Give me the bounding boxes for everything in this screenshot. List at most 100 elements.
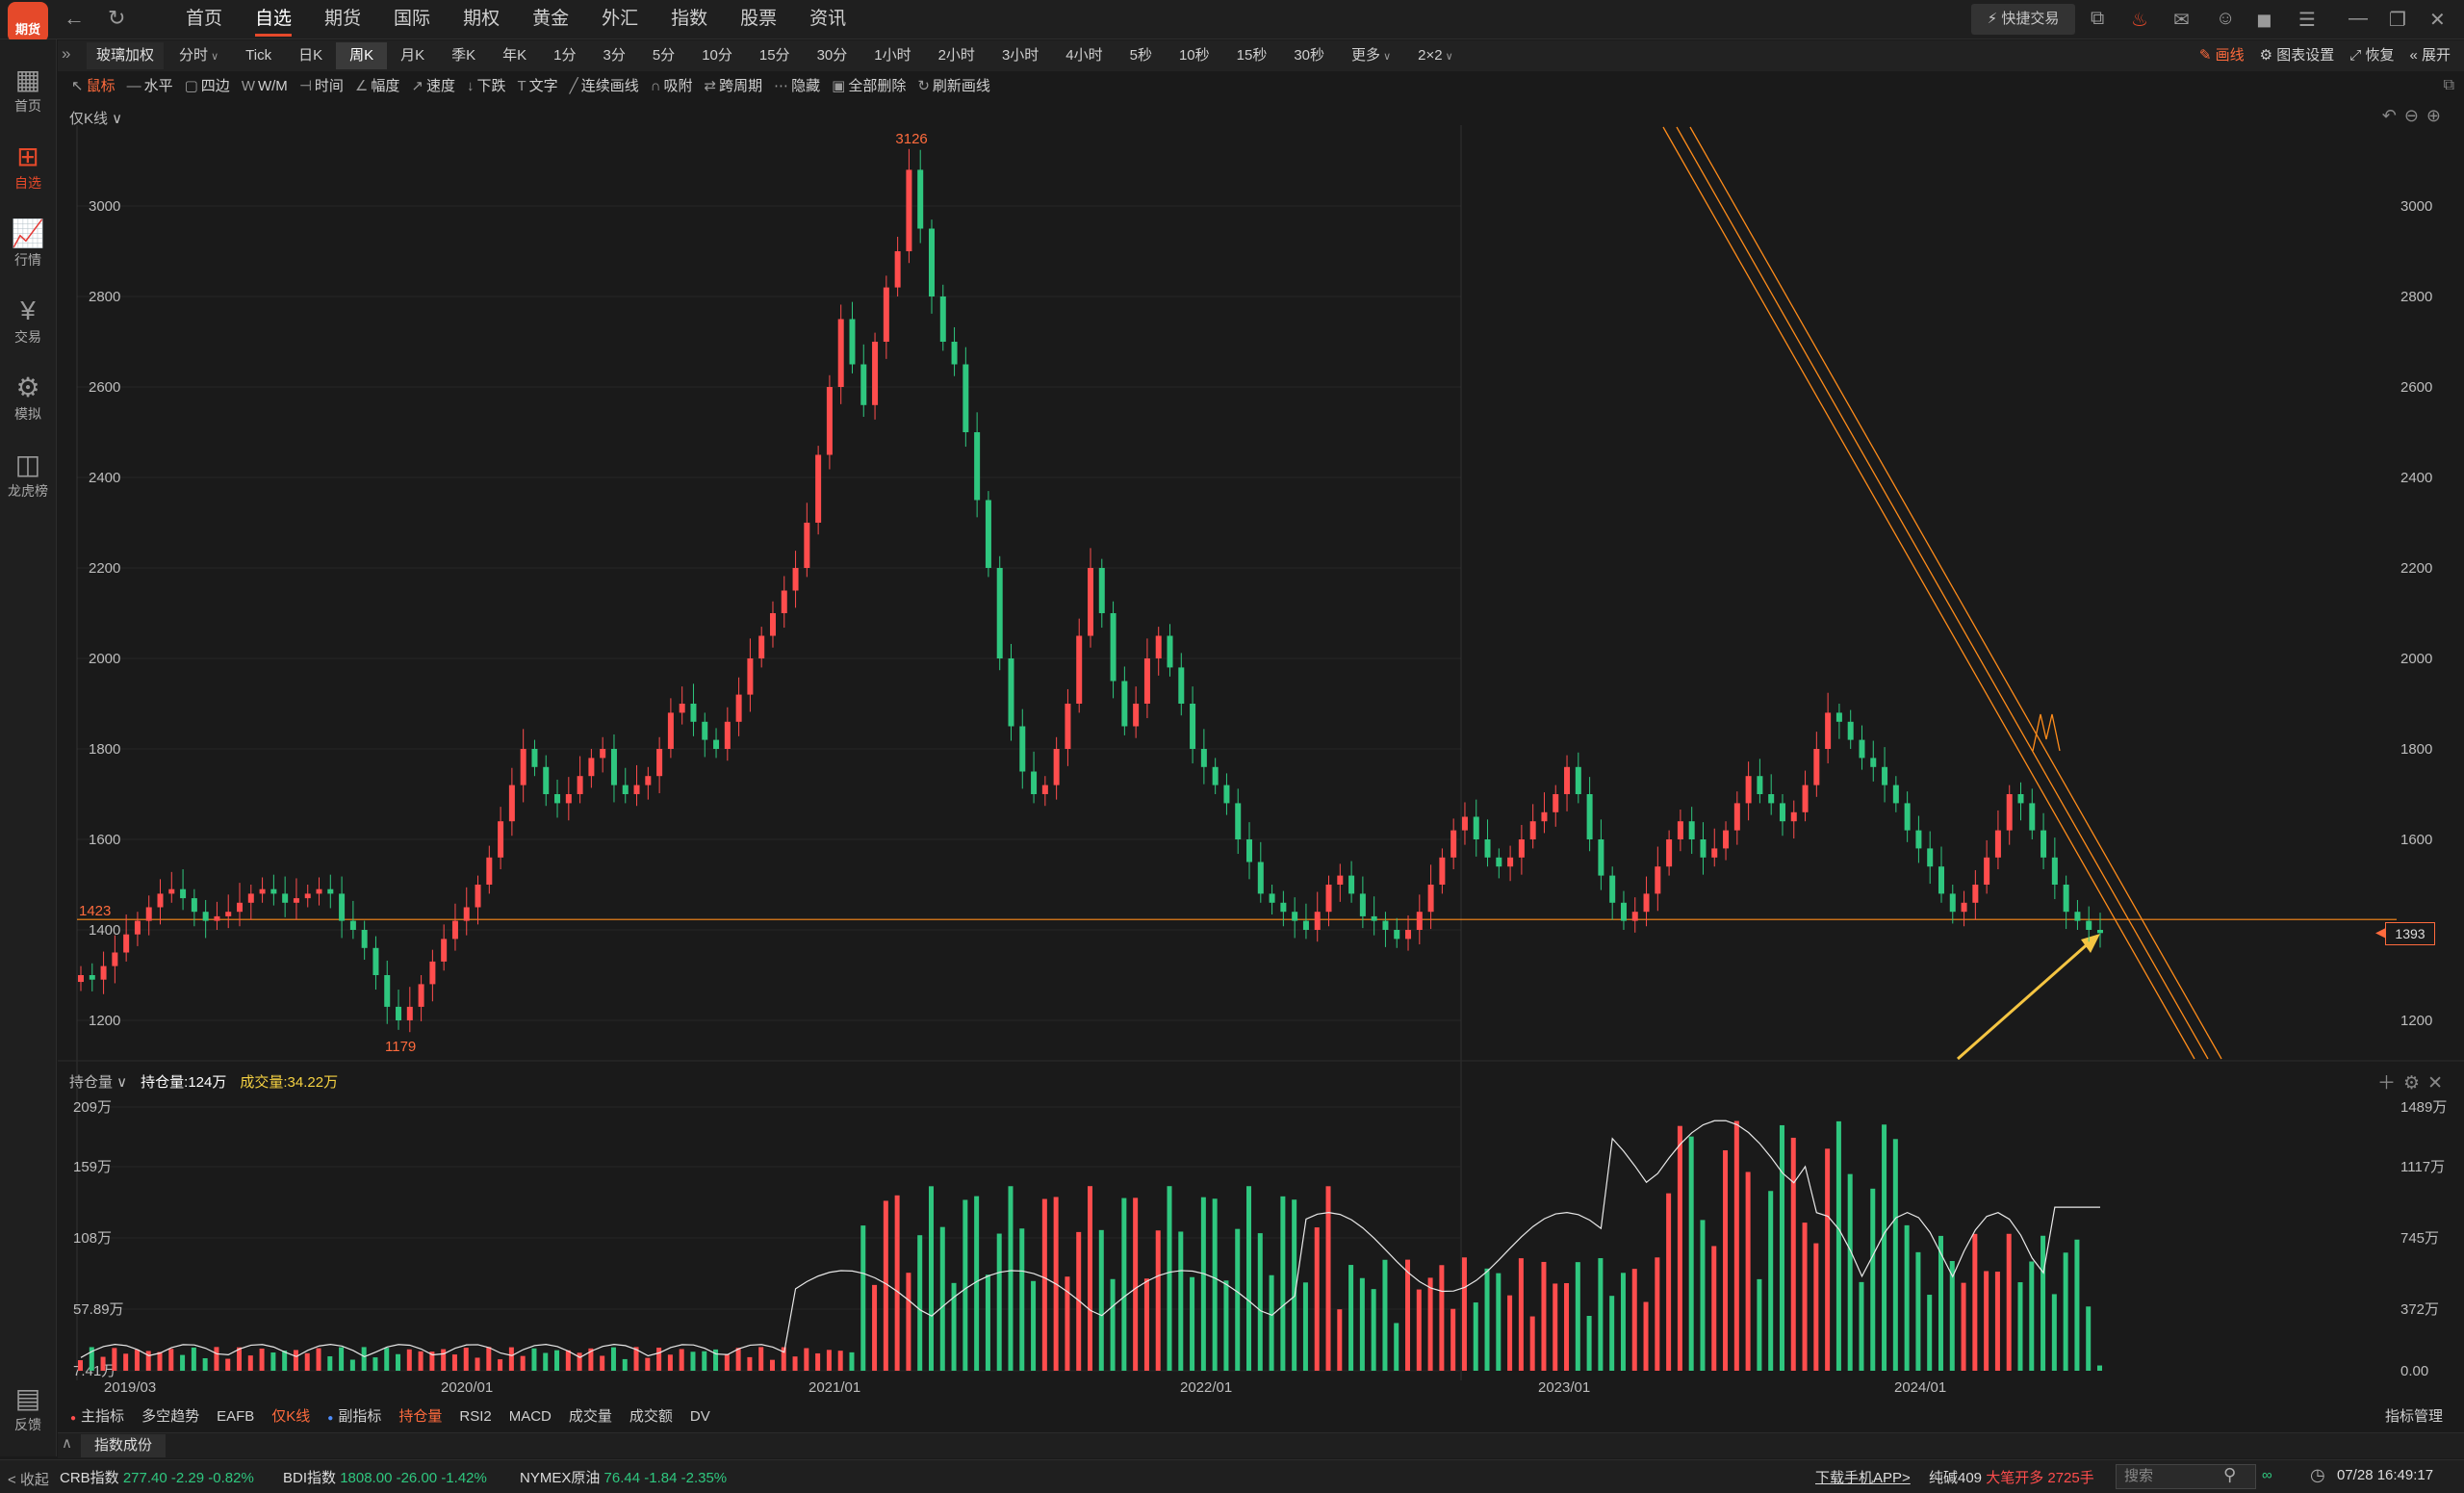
draw-tool-1[interactable]: — 水平 (121, 74, 179, 99)
search-input[interactable]: 搜索 (2116, 1464, 2256, 1489)
volume-mode-select[interactable]: 持仓量 ∨ (69, 1074, 128, 1091)
sidebar-item-home[interactable]: ▦ 首页 (0, 64, 56, 116)
indicator-manage-button[interactable]: 指标管理 (2384, 1408, 2443, 1425)
restore-icon[interactable]: ❐ (2389, 10, 2406, 31)
app-logo[interactable]: 期货 (8, 2, 48, 42)
draw-tool-2[interactable]: ▢ 四边 (179, 74, 236, 99)
indicator-tab-2[interactable]: EAFB (208, 1405, 263, 1429)
chart-canvas[interactable]: 3000 3000 2800 2800 2600 2600 2400 2400 2200 2200… (58, 102, 2464, 1403)
draw-tool-5[interactable]: ∠ 幅度 (349, 74, 405, 99)
collapse-button[interactable]: < 收起 (8, 1472, 49, 1488)
restore-button[interactable]: ⤢ 恢复 (2349, 47, 2395, 64)
refresh-icon[interactable]: ↻ (108, 6, 126, 30)
period-tab-15[interactable]: 3小时 (1001, 47, 1040, 64)
indicator-tab-5[interactable]: 持仓量 (390, 1405, 450, 1429)
draw-tool-7[interactable]: ↓ 下跌 (461, 74, 512, 99)
period-tab-13[interactable]: 1小时 (874, 47, 911, 64)
indicator-tab-3[interactable]: 仅K线 (263, 1405, 319, 1429)
close-icon[interactable]: ✕ (2429, 10, 2446, 31)
period-tab-14[interactable]: 2小时 (937, 47, 975, 64)
period-tab-0[interactable]: 分时 (166, 42, 232, 69)
period-tab-12[interactable]: 30分 (816, 47, 848, 64)
draw-line-button[interactable]: ✎ 画线 (2198, 47, 2245, 64)
nav-item-2[interactable]: 期货 (324, 9, 362, 29)
sidebar-item-feedback[interactable]: ▤ 反馈 (0, 1382, 56, 1434)
chart-settings-button[interactable]: ⚙ 图表设置 (2259, 47, 2335, 64)
k-mode-select[interactable]: 仅K线 ∨ (69, 111, 123, 127)
draw-tool-10[interactable]: ∩ 吸附 (645, 74, 699, 99)
draw-tool-4[interactable]: ⊣ 时间 (294, 74, 349, 99)
draw-tool-13[interactable]: ▣ 全部删除 (826, 74, 911, 99)
zoom-out-icon[interactable]: ⊖ (2403, 106, 2426, 125)
nav-item-5[interactable]: 黄金 (532, 9, 570, 29)
period-tab-5[interactable]: 季K (451, 47, 476, 64)
period-tab-10[interactable]: 10分 (702, 47, 732, 64)
period-tab-19[interactable]: 15秒 (1236, 47, 1268, 64)
indicator-tab-4[interactable]: ● 副指标 (319, 1405, 390, 1429)
bell-icon[interactable]: ♨ (2131, 10, 2148, 31)
back-arrow-icon[interactable]: ← (64, 6, 85, 30)
ticker-message[interactable]: 纯碱409 大笔开多 2725手 (1929, 1470, 2094, 1486)
period-tab-21[interactable]: 更多 (1338, 42, 1404, 69)
expand-panel-icon[interactable]: » (62, 44, 71, 63)
quick-trade-button[interactable]: ⚡ 快捷交易 (1971, 4, 2075, 35)
sidebar-item-market[interactable]: 📈 行情 (0, 218, 56, 270)
external-link-icon[interactable]: ⧉ (2091, 8, 2105, 29)
nav-item-0[interactable]: 首页 (186, 9, 223, 29)
period-tab-20[interactable]: 30秒 (1294, 47, 1325, 64)
sidebar-item-trade[interactable]: ¥ 交易 (0, 295, 56, 347)
instrument-label[interactable]: 玻璃加权 (87, 42, 165, 69)
draw-tool-3[interactable]: W W/M (236, 74, 294, 99)
draw-tool-11[interactable]: ⇄ 跨周期 (699, 74, 769, 99)
nav-item-4[interactable]: 期权 (463, 9, 500, 29)
search-icon[interactable]: ⚲ (2223, 1465, 2237, 1484)
undo-icon[interactable]: ↶ (2381, 106, 2404, 125)
tab-index-components[interactable]: 指数成份 (81, 1434, 167, 1457)
nav-item-3[interactable]: 国际 (394, 9, 431, 29)
mail-icon[interactable]: ✉ (2173, 10, 2190, 31)
sidebar-item-watchlist[interactable]: ⊞ 自选 (0, 141, 56, 193)
draw-tool-6[interactable]: ↗ 速度 (405, 74, 461, 99)
indicator-tab-8[interactable]: 成交量 (560, 1405, 621, 1429)
user-icon[interactable]: ☺ (2216, 8, 2236, 29)
nav-item-7[interactable]: 指数 (671, 9, 708, 29)
nav-item-9[interactable]: 资讯 (809, 9, 847, 29)
period-tab-2[interactable]: 日K (298, 47, 323, 64)
period-tab-6[interactable]: 年K (502, 47, 527, 64)
period-tab-3[interactable]: 周K (336, 42, 388, 69)
sidebar-item-ranking[interactable]: ◫ 龙虎榜 (0, 449, 56, 501)
sidebar-item-simulate[interactable]: ⚙ 模拟 (0, 372, 56, 424)
indicator-tab-1[interactable]: 多空趋势 (133, 1405, 208, 1429)
draw-tool-8[interactable]: T 文字 (511, 74, 563, 99)
nav-item-6[interactable]: 外汇 (602, 9, 639, 29)
period-tab-16[interactable]: 4小时 (1065, 47, 1103, 64)
menu-icon[interactable]: ☰ (2298, 10, 2316, 31)
close-icon[interactable]: ✕ (2427, 1073, 2451, 1094)
shirt-icon[interactable]: ◼ (2256, 10, 2272, 31)
zoom-in-icon[interactable]: ⊕ (2426, 106, 2449, 125)
minimize-icon[interactable]: — (2348, 8, 2368, 29)
period-tab-1[interactable]: Tick (245, 47, 272, 64)
quote-crb[interactable]: CRB指数 277.40 -2.29 -0.82% (60, 1470, 254, 1486)
zoom-controls[interactable]: ↶⊖⊕ (2382, 106, 2449, 126)
period-tab-22[interactable]: 2×2 (1404, 42, 1467, 69)
add-icon[interactable]: ＋ (2377, 1073, 2404, 1094)
quote-bdi[interactable]: BDI指数 1808.00 -26.00 -1.42% (283, 1470, 487, 1486)
draw-tool-14[interactable]: ↻ 刷新画线 (911, 74, 996, 99)
collapse-up-icon[interactable]: ∧ (62, 1435, 72, 1452)
indicator-tab-10[interactable]: DV (681, 1405, 719, 1429)
expand-button[interactable]: « 展开 (2409, 47, 2451, 64)
indicator-tab-7[interactable]: MACD (500, 1405, 560, 1429)
period-tab-4[interactable]: 月K (400, 47, 425, 64)
indicator-tab-9[interactable]: 成交额 (621, 1405, 681, 1429)
period-tab-9[interactable]: 5分 (652, 47, 676, 64)
period-tab-18[interactable]: 10秒 (1178, 47, 1210, 64)
indicator-tab-6[interactable]: RSI2 (450, 1405, 500, 1429)
settings-icon[interactable]: ⚙ (2403, 1073, 2428, 1094)
period-tab-8[interactable]: 3分 (603, 47, 626, 64)
nav-item-8[interactable]: 股票 (740, 9, 778, 29)
period-tab-7[interactable]: 1分 (553, 47, 577, 64)
download-app-link[interactable]: 下载手机APP> (1815, 1470, 1911, 1486)
draw-tool-0[interactable]: ↖ 鼠标 (65, 74, 121, 99)
period-tab-11[interactable]: 15分 (758, 47, 790, 64)
